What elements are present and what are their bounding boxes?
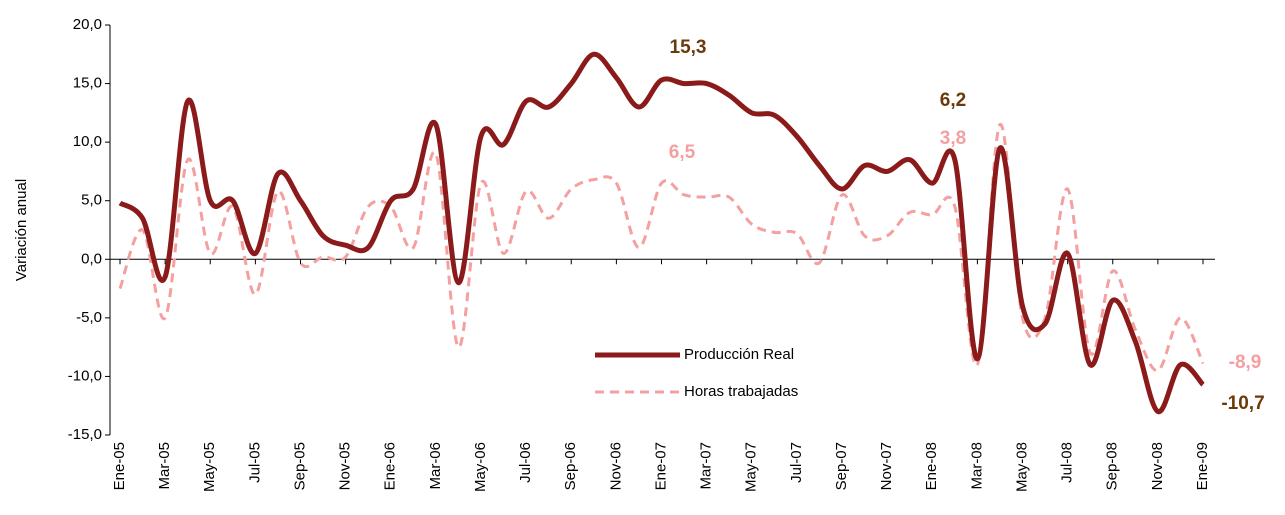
annotation: 15,3 xyxy=(670,37,707,58)
annotation: 3,8 xyxy=(940,128,966,149)
x-tick-label: Mar-05 xyxy=(156,442,173,490)
y-tick-label: 10,0 xyxy=(73,133,102,150)
x-tick-label: Sep-08 xyxy=(1104,442,1121,490)
x-tick-label: Mar-08 xyxy=(968,442,985,490)
x-tick-label: Ene-07 xyxy=(652,442,669,490)
y-tick-label: 0,0 xyxy=(81,250,102,267)
annotation: 6,2 xyxy=(940,90,966,111)
x-tick-label: Nov-07 xyxy=(878,442,895,490)
y-tick-label: -10,0 xyxy=(68,367,102,384)
legend-label: Horas trabajadas xyxy=(684,383,798,400)
x-tick-label: Sep-06 xyxy=(562,442,579,490)
y-tick-label: 20,0 xyxy=(73,16,102,33)
annotation: 6,5 xyxy=(669,142,696,163)
annotation: -8,9 xyxy=(1229,352,1262,373)
x-tick-label: Ene-09 xyxy=(1194,442,1211,490)
x-tick-label: Ene-08 xyxy=(923,442,940,490)
y-tick-label: 15,0 xyxy=(73,75,102,92)
legend-label: Producción Real xyxy=(684,346,794,363)
x-tick-label: Jul-08 xyxy=(1059,442,1076,483)
x-tick-label: Sep-05 xyxy=(291,442,308,490)
series-line xyxy=(118,123,1205,373)
x-tick-label: May-08 xyxy=(1013,442,1030,492)
annotation: -10,7 xyxy=(1221,393,1264,414)
x-tick-label: Mar-07 xyxy=(698,442,715,490)
y-axis-label: Variación anual xyxy=(13,179,30,281)
x-tick-label: Ene-05 xyxy=(111,442,128,490)
x-tick-label: Nov-06 xyxy=(607,442,624,490)
series-line xyxy=(118,51,1205,415)
y-tick-label: -15,0 xyxy=(68,426,102,443)
x-tick-label: Jul-07 xyxy=(788,442,805,483)
x-tick-label: May-06 xyxy=(472,442,489,492)
x-tick-label: Jul-06 xyxy=(517,442,534,483)
x-tick-label: May-07 xyxy=(743,442,760,492)
x-tick-label: Sep-07 xyxy=(833,442,850,490)
x-tick-label: Mar-06 xyxy=(427,442,444,490)
y-tick-label: -5,0 xyxy=(76,309,102,326)
x-tick-label: May-05 xyxy=(201,442,218,492)
x-tick-label: Jul-05 xyxy=(246,442,263,483)
x-tick-label: Nov-05 xyxy=(337,442,354,490)
y-tick-label: 5,0 xyxy=(81,192,102,209)
x-tick-label: Ene-06 xyxy=(382,442,399,490)
x-tick-label: Nov-08 xyxy=(1149,442,1166,490)
